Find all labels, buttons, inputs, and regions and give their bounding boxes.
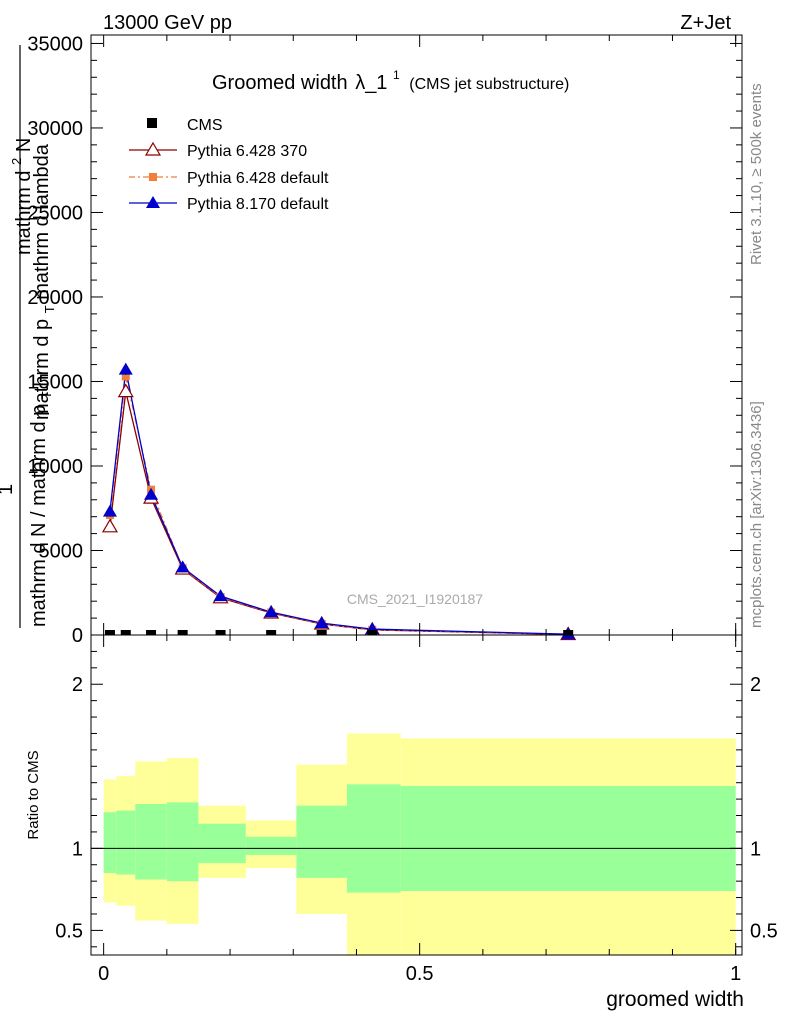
point-py8_default	[264, 605, 279, 618]
point-cms	[367, 630, 378, 635]
ylabel-left-den-sub: T	[39, 391, 54, 399]
point-cms	[146, 630, 157, 635]
point-cms	[266, 630, 277, 635]
main-ticks	[91, 35, 742, 636]
ylabel-left-den: mathrm d N / mathrm d p T	[28, 391, 54, 627]
legend-item-py8-default: Pythia 8.170 default	[129, 196, 329, 213]
point-cms	[120, 630, 131, 635]
series-line-py8_default	[109, 369, 569, 635]
ylabel-num-sup: 2	[9, 158, 24, 165]
point-cms	[563, 630, 574, 635]
x-tick-label: 1	[730, 963, 741, 985]
mcplots-label: mcplots.cern.ch [arXiv:1306.3436]	[748, 401, 765, 628]
ylabel-num-tail: N	[13, 138, 35, 152]
ratio-band-inner	[346, 784, 401, 893]
main-title: Groomed width λ_1 1 (CMS jet substructur…	[212, 62, 569, 94]
main-panel: 0 5000 10000 15000 20000 25000 30000 35000 Groo…	[0, 33, 743, 647]
point-py6_default	[121, 372, 130, 381]
main-y-tick-label: 5000	[39, 540, 84, 562]
point-py8_default	[144, 487, 159, 500]
ratio-tick-labels: 0.5 0.5 1 1 2 2 0 0.5 1	[55, 674, 778, 985]
legend-label-py8-default: Pythia 8.170 default	[187, 196, 329, 213]
legend-marker-py6-default	[149, 173, 157, 181]
ratio-y-label: Ratio to CMS	[25, 750, 42, 839]
main-y-tick-label: 20000	[27, 287, 83, 309]
series-line-py6_370	[109, 391, 569, 636]
ratio-band-inner	[116, 810, 136, 875]
x-tick-label: 0.5	[406, 963, 434, 985]
point-py8_default	[213, 589, 228, 602]
ratio-y-tick-label-right: 0.5	[750, 920, 778, 942]
point-py6_370	[117, 383, 134, 398]
main-y-tick-label: 35000	[27, 33, 83, 55]
ylabel-num: mathrm d 2 N	[4, 138, 35, 255]
ratio-band-inner	[198, 823, 246, 864]
x-axis-label: groomed width	[606, 988, 744, 1011]
legend-marker-py6-370	[144, 141, 162, 156]
legend-label-py6-default: Pythia 6.428 default	[187, 170, 329, 187]
main-data-layer	[101, 362, 577, 641]
ratio-y-tick-label-left: 0.5	[55, 920, 83, 942]
rivet-label: Rivet 3.1.10, ≥ 500k events	[748, 83, 765, 265]
ratio-y-tick-label-right: 1	[750, 838, 761, 860]
main-y-tick-label: 25000	[27, 202, 83, 224]
legend-label-py6-370: Pythia 6.428 370	[187, 143, 307, 160]
header-right: Z+Jet	[680, 12, 731, 34]
ylabel-left-den-text: mathrm d N / mathrm d p	[28, 405, 50, 627]
ratio-y-tick-label-right: 2	[750, 674, 761, 696]
legend-item-py6-370: Pythia 6.428 370	[129, 141, 307, 160]
title-sup: 1	[393, 68, 400, 82]
ratio-band-inner	[245, 836, 297, 855]
ylabel-den-text: mathrm d p	[31, 319, 53, 420]
legend-item-cms: CMS	[147, 117, 223, 134]
title-lambda: λ_1	[355, 72, 387, 94]
legend-label-cms: CMS	[187, 117, 223, 134]
point-cms	[316, 630, 327, 635]
ratio-band-inner	[135, 804, 167, 880]
point-py6_370	[101, 518, 119, 533]
ratio-y-tick-label-left: 1	[72, 838, 83, 860]
ylabel-num-text: mathrm d	[13, 171, 35, 255]
ylabel-den-sub: T	[42, 305, 57, 313]
main-y-tick-label: 10000	[27, 456, 83, 478]
ratio-band-inner	[400, 785, 736, 891]
header-left: 13000 GeV pp	[103, 12, 232, 34]
ratio-bands	[103, 733, 736, 955]
main-y-tick-label: 30000	[27, 118, 83, 140]
point-py8_default	[175, 560, 190, 573]
legend-item-py6-default: Pythia 6.428 default	[129, 170, 329, 187]
point-cms	[177, 630, 188, 635]
main-y-tick-label: 15000	[27, 371, 83, 393]
ylabel-den-tail: mathrm d lambda	[31, 143, 53, 299]
ratio-panel: 0.5 0.5 1 1 2 2 0 0.5 1 Ratio to CMS groomed wid…	[25, 634, 778, 1011]
ratio-band-inner	[103, 812, 117, 873]
point-py8_default	[118, 362, 133, 375]
ylabel-left-one: 1	[0, 484, 17, 495]
point-py8_default	[314, 616, 329, 629]
series-line-py6_default	[109, 376, 569, 635]
legend-marker-py8-default	[146, 196, 160, 208]
main-y-tick-labels: 0 5000 10000 15000 20000 25000 30000 35000	[27, 33, 83, 647]
ratio-band-inner	[296, 805, 347, 878]
ratio-band-inner	[166, 802, 199, 882]
ratio-y-tick-label-left: 2	[72, 674, 83, 696]
main-y-axis-label: 1 mathrm d N / mathrm d p T mathrm d 2 N…	[0, 45, 59, 628]
point-cms	[104, 630, 115, 635]
ylabel-den: mathrm d p T mathrm d lambda	[31, 143, 59, 420]
point-cms	[215, 630, 226, 635]
legend: CMS Pythia 6.428 370 Pythia 6.428 defaul…	[129, 117, 329, 213]
legend-marker-cms	[147, 118, 157, 128]
title-sub: (CMS jet substructure)	[409, 76, 569, 93]
point-py8_default	[102, 504, 117, 517]
ratio-ticks	[91, 635, 742, 955]
x-tick-label: 0	[98, 963, 109, 985]
ratio-frame	[90, 634, 743, 956]
analysis-watermark: CMS_2021_I1920187	[347, 591, 483, 607]
main-y-tick-label: 0	[72, 625, 83, 647]
title-main: Groomed width	[212, 72, 348, 94]
